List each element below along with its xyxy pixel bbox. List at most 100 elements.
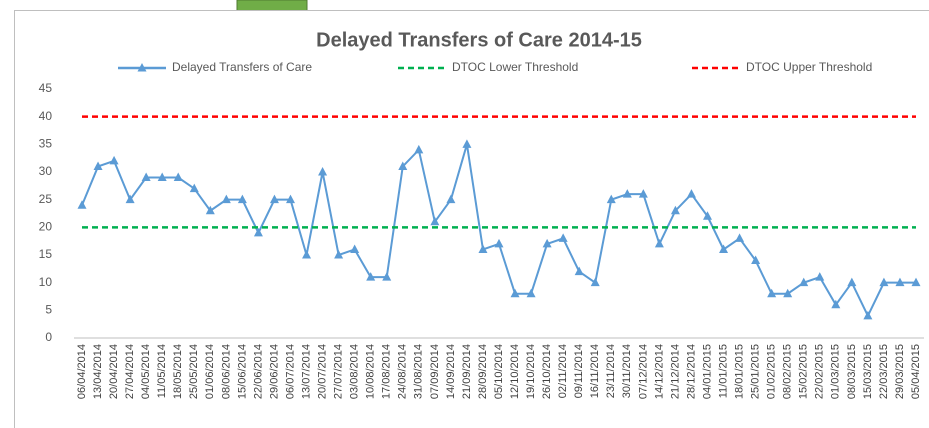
data-point	[670, 205, 680, 215]
data-point	[189, 183, 199, 193]
x-tick-label: 09/11/2014	[573, 344, 585, 398]
x-tick-label: 11/01/2015	[717, 344, 729, 398]
x-tick-label: 14/12/2014	[653, 344, 665, 399]
data-point	[847, 277, 857, 287]
y-tick-label: 35	[39, 137, 53, 151]
x-tick-label: 29/06/2014	[268, 344, 280, 399]
x-tick-label: 01/06/2014	[204, 344, 216, 399]
x-tick-label: 17/08/2014	[381, 344, 393, 399]
legend-marker	[137, 63, 147, 72]
data-point	[237, 194, 247, 204]
data-point	[125, 194, 135, 204]
x-tick-label: 22/02/2015	[814, 344, 826, 399]
x-tick-label: 05/04/2015	[910, 344, 922, 399]
legend-label: DTOC Lower Threshold	[452, 60, 578, 74]
data-point	[302, 250, 312, 259]
x-tick-label: 20/04/2014	[108, 344, 120, 399]
x-tick-label: 04/01/2015	[701, 344, 713, 399]
data-point	[590, 277, 600, 287]
chart-frame	[14, 10, 929, 428]
data-point	[93, 161, 103, 170]
legend-label: Delayed Transfers of Care	[172, 60, 312, 74]
y-tick-label: 30	[39, 164, 53, 178]
data-point	[654, 238, 664, 248]
x-tick-label: 07/09/2014	[429, 344, 441, 399]
data-point	[606, 194, 616, 204]
data-point	[157, 172, 167, 182]
y-tick-label: 10	[39, 275, 53, 289]
data-point	[382, 272, 392, 281]
x-tick-label: 19/10/2014	[525, 344, 537, 399]
data-point	[638, 189, 648, 198]
x-tick-label: 15/03/2015	[862, 344, 874, 399]
data-point	[799, 277, 809, 287]
x-tick-label: 23/11/2014	[605, 344, 617, 398]
x-tick-label: 21/09/2014	[461, 344, 473, 399]
x-tick-label: 16/11/2014	[589, 344, 601, 398]
x-tick-label: 08/03/2015	[846, 344, 858, 399]
data-point	[446, 194, 456, 204]
data-point	[286, 194, 295, 204]
data-point	[831, 299, 841, 309]
x-tick-label: 26/10/2014	[541, 344, 553, 399]
x-tick-label: 21/12/2014	[669, 344, 681, 399]
y-tick-label: 40	[39, 109, 53, 123]
data-point	[895, 277, 905, 287]
x-tick-label: 01/02/2015	[766, 344, 778, 399]
x-tick-label: 12/10/2014	[509, 344, 521, 399]
y-tick-label: 45	[39, 81, 53, 95]
x-tick-label: 28/09/2014	[477, 344, 489, 399]
data-point	[253, 227, 263, 237]
data-point	[574, 266, 584, 276]
x-tick-label: 24/08/2014	[397, 344, 409, 399]
x-tick-label: 30/11/2014	[621, 344, 633, 398]
x-tick-label: 11/05/2014	[156, 344, 168, 398]
data-point	[318, 167, 328, 176]
x-tick-label: 27/07/2014	[333, 344, 345, 399]
data-point	[141, 172, 151, 182]
data-point	[703, 211, 712, 220]
x-tick-label: 13/07/2014	[300, 344, 312, 399]
x-tick-label: 22/03/2015	[878, 344, 890, 399]
x-tick-label: 10/08/2014	[365, 344, 377, 399]
y-tick-label: 5	[45, 303, 52, 317]
x-tick-label: 28/12/2014	[685, 344, 697, 399]
chart-title: Delayed Transfers of Care 2014-15	[316, 29, 642, 51]
data-point	[334, 250, 344, 259]
x-tick-label: 04/05/2014	[140, 344, 152, 399]
data-point	[414, 144, 424, 154]
data-point	[783, 288, 793, 298]
data-point	[205, 205, 215, 215]
data-point	[478, 244, 488, 253]
x-tick-label: 13/04/2014	[92, 344, 104, 399]
data-point	[462, 139, 472, 148]
data-point	[622, 189, 632, 198]
data-point	[510, 288, 520, 298]
x-tick-label: 29/03/2015	[894, 344, 906, 399]
y-tick-label: 20	[39, 220, 53, 234]
data-point	[719, 244, 729, 253]
x-tick-label: 25/05/2014	[188, 344, 200, 399]
data-point	[221, 194, 231, 204]
x-tick-label: 05/10/2014	[493, 344, 505, 399]
data-point	[269, 194, 279, 204]
x-tick-label: 25/01/2015	[750, 344, 762, 399]
x-tick-label: 06/04/2014	[76, 344, 88, 399]
data-point	[879, 277, 889, 287]
data-point	[767, 288, 777, 298]
legend-label: DTOC Upper Threshold	[746, 60, 872, 74]
x-tick-label: 20/07/2014	[316, 344, 328, 399]
data-point	[430, 216, 440, 226]
x-tick-label: 18/01/2015	[733, 344, 745, 399]
x-tick-label: 01/03/2015	[830, 344, 842, 399]
x-tick-label: 08/02/2015	[782, 344, 794, 399]
x-tick-label: 22/06/2014	[252, 344, 264, 399]
y-tick-label: 25	[39, 192, 53, 206]
data-point	[911, 277, 921, 287]
y-tick-label: 15	[39, 247, 53, 261]
data-point	[815, 272, 825, 281]
data-point	[686, 189, 696, 198]
x-tick-label: 14/09/2014	[445, 344, 457, 399]
data-point	[542, 238, 552, 248]
data-point	[77, 200, 87, 209]
